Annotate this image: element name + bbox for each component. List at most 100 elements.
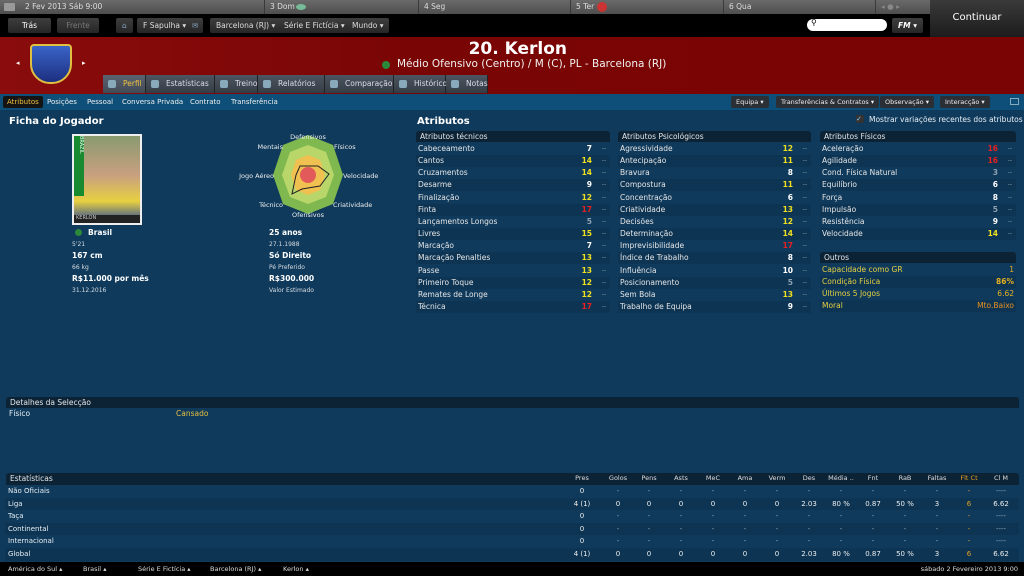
world-menu[interactable]: Mundo ▾ — [346, 18, 390, 33]
stats-cell: 0 — [678, 550, 684, 558]
breadcrumb-item[interactable]: Kerlon ▴ — [283, 565, 309, 573]
attribute-name: Cond. Física Natural — [822, 168, 898, 178]
tab-comparação[interactable]: Comparação — [325, 75, 394, 93]
caps: 5'21 — [72, 241, 86, 248]
stats-cell: - — [616, 512, 620, 521]
radar-label: Criatividade — [333, 201, 373, 209]
tab-estatísticas[interactable]: Estatísticas — [146, 75, 215, 93]
subtab-5[interactable]: Transferência — [231, 98, 278, 106]
other-attribute-value: 86% — [996, 277, 1014, 287]
continue-button[interactable]: Continuar — [930, 0, 1024, 37]
subtab-3[interactable]: Conversa Privada — [122, 98, 184, 106]
attribute-value: 14 — [987, 229, 998, 239]
stats-column-header[interactable]: Pens — [641, 474, 657, 482]
search-input[interactable] — [807, 19, 887, 31]
day-slot[interactable]: 5 Ter — [570, 0, 594, 14]
stats-column-header[interactable]: Média .. — [828, 474, 854, 482]
next-player-arrow[interactable]: ▸ — [82, 59, 86, 67]
home-icon[interactable]: ⌂ — [116, 18, 133, 33]
stats-column-header[interactable]: Flt Ct — [960, 474, 978, 482]
day-slot[interactable]: 4 Seg — [418, 0, 445, 14]
tab-notas[interactable]: Notas — [446, 75, 488, 93]
photo-caption: KERLON — [74, 215, 140, 223]
stats-column-header[interactable]: Golos — [608, 474, 628, 482]
subtab-2[interactable]: Pessoal — [87, 98, 114, 106]
attribute-name: Primeiro Toque — [418, 277, 474, 287]
fm-menu[interactable]: FM ▾ — [892, 18, 923, 33]
attribute-name: Agilidade — [822, 156, 857, 166]
tab-relatórios[interactable]: Relatórios — [258, 75, 325, 93]
photo-band: BRAZIL — [74, 136, 84, 196]
attribute-change-indicator: -- — [1007, 217, 1012, 225]
current-date: 2 Fev 2013 Sáb 9:00 — [25, 2, 103, 11]
action-menu-2[interactable]: Observação ▾ — [880, 96, 935, 108]
stats-column-header[interactable]: Asts — [674, 474, 688, 482]
stats-column-header[interactable]: Fnt — [867, 474, 879, 482]
tab-treino[interactable]: Treino — [215, 75, 258, 93]
stats-column-header[interactable]: MeC — [705, 474, 721, 482]
calendar-nav-arrows[interactable]: ◂ ● ▸ — [875, 0, 900, 14]
attribute-change-indicator: -- — [601, 242, 606, 250]
wage: R$11.000 por mês — [72, 274, 149, 283]
action-menu-0[interactable]: Equipa ▾ — [731, 96, 769, 108]
calendar-strip: 2 Fev 2013 Sáb 9:00 3 Dom 4 Seg 5 Ter 6 … — [0, 0, 930, 14]
stats-cell: 0 — [742, 499, 748, 508]
stats-cell: 2.03 — [801, 499, 817, 508]
subtab-4[interactable]: Contrato — [190, 98, 221, 106]
other-attribute-value: 6.62 — [997, 289, 1014, 299]
radar-player-shape — [291, 165, 330, 195]
prev-player-arrow[interactable]: ◂ — [16, 59, 20, 67]
inbox-icon[interactable]: ✉ — [186, 18, 203, 33]
stats-cell: - — [743, 524, 747, 533]
attribute-change-indicator: -- — [802, 157, 807, 165]
action-menu-1[interactable]: Transferências & Contratos ▾ — [776, 96, 880, 108]
attribute-row: Finalização 12 -- — [416, 192, 610, 204]
physical-attributes-header: Atributos Físicos — [820, 131, 1016, 142]
show-changes-checkbox[interactable]: ✓ — [856, 115, 864, 123]
attribute-value: 11 — [782, 156, 793, 166]
stats-cell: - — [903, 512, 907, 521]
attribute-change-indicator: -- — [802, 290, 807, 298]
subtab-0[interactable]: Atributos — [3, 96, 43, 108]
other-attribute-name: Últimos 5 Jogos — [822, 289, 880, 299]
nation-flag-icon — [75, 229, 82, 236]
attribute-value: 17 — [581, 204, 592, 214]
preferred-foot: Só Direito — [269, 251, 312, 260]
attribute-row: Agilidade 16 -- — [820, 155, 1016, 168]
attribute-name: Lançamentos Longos — [418, 216, 498, 226]
breadcrumb-item[interactable]: Barcelona (RJ) ▴ — [210, 565, 262, 573]
calendar-icon[interactable] — [4, 3, 15, 11]
club-menu[interactable]: Barcelona (RJ) ▾ — [210, 18, 282, 33]
subtab-1[interactable]: Posições — [47, 98, 77, 106]
attribute-row: Bravura 8 -- — [618, 167, 811, 179]
stats-column-header[interactable]: Pres — [575, 474, 589, 482]
breadcrumb-label: América do Sul — [8, 565, 58, 573]
league-menu[interactable]: Série E Fictícia ▾ — [278, 18, 351, 33]
stats-column-header[interactable]: Ama — [737, 474, 753, 482]
stats-column-header[interactable]: Verm — [768, 474, 786, 482]
manager-menu[interactable]: F Sapulha ▾ — [137, 18, 193, 33]
breadcrumb-item[interactable]: América do Sul ▴ — [8, 565, 63, 573]
action-menu-3[interactable]: Interacção ▾ — [940, 96, 990, 108]
breadcrumb-item[interactable]: Brasil ▴ — [83, 565, 107, 573]
stats-column-header[interactable]: Faltas — [927, 474, 947, 482]
forward-button[interactable]: Frente — [57, 18, 99, 33]
stats-column-header[interactable]: RaB — [898, 474, 912, 482]
stats-cell: - — [647, 487, 651, 495]
breadcrumb-item[interactable]: Série E Fictícia ▴ — [138, 565, 191, 573]
person-icon — [108, 80, 116, 88]
back-button[interactable]: Trás — [8, 18, 51, 33]
day-slot[interactable]: 3 Dom — [264, 0, 295, 14]
tab-histórico[interactable]: Histórico — [394, 75, 447, 93]
stats-column-header[interactable]: Cl M — [993, 474, 1009, 482]
stats-column-header[interactable]: Des — [802, 474, 816, 482]
tab-perfil[interactable]: Perfil — [103, 75, 146, 93]
screen-icon[interactable] — [1010, 98, 1019, 105]
attribute-row: Finta 17 -- — [416, 203, 610, 216]
attribute-row: Equilíbrio 6 -- — [820, 179, 1016, 192]
stats-row: Continental 0- - - - - - - - - - - - ---- — [5, 522, 1019, 536]
day-slot[interactable]: 6 Qua — [723, 0, 751, 14]
action-label: Transferências & Contratos — [781, 98, 869, 106]
stats-cell: - — [711, 524, 715, 533]
attribute-name: Impulsão — [822, 204, 857, 214]
